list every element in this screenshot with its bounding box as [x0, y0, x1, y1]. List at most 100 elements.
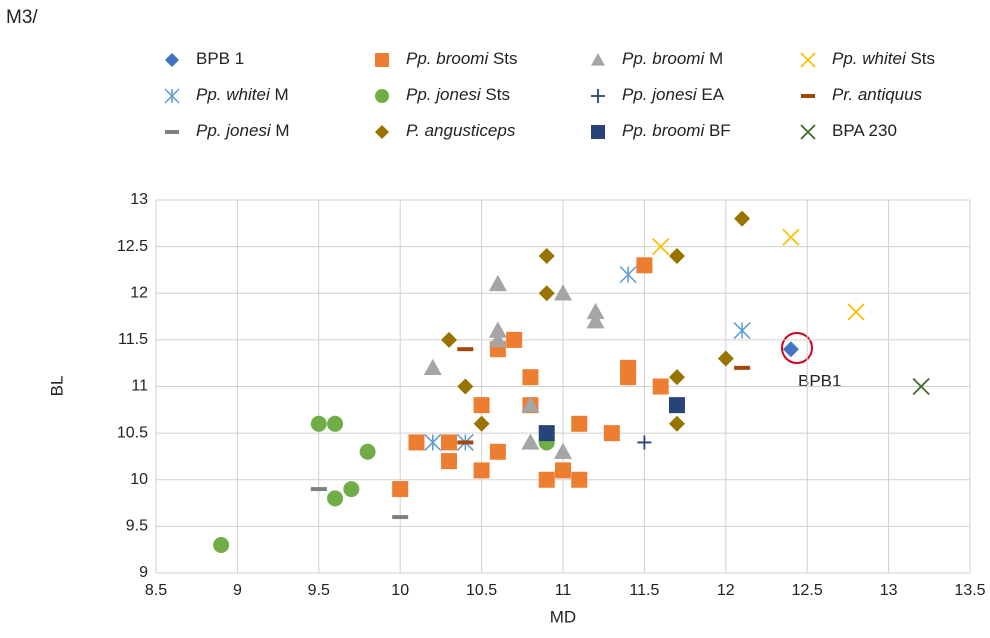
legend-label: Pr. antiquus — [832, 85, 923, 104]
legend-marker — [591, 53, 605, 66]
point — [847, 303, 865, 321]
point — [457, 347, 474, 352]
x-tick-label: 11.5 — [629, 582, 659, 599]
y-tick-label: 9 — [139, 564, 148, 581]
point — [717, 350, 734, 367]
legend-label: Pp. jonesi Sts — [406, 85, 510, 104]
point — [538, 425, 555, 442]
legend-marker — [375, 89, 389, 103]
x-tick-label: 13.5 — [954, 582, 985, 599]
legend-marker — [165, 130, 179, 134]
annotation: BPB1 — [798, 371, 841, 390]
point — [506, 331, 523, 348]
point — [441, 434, 458, 451]
y-tick-label: 10.5 — [117, 424, 148, 441]
point — [734, 210, 751, 227]
legend-marker — [375, 53, 389, 67]
point — [343, 481, 360, 498]
point — [603, 425, 620, 442]
point — [423, 358, 442, 376]
legend-marker — [800, 124, 816, 140]
point — [521, 396, 540, 413]
legend-marker — [591, 89, 605, 103]
legend-marker — [375, 125, 389, 139]
x-tick-label: 12 — [717, 582, 735, 599]
legend-label: BPA 230 — [832, 121, 897, 140]
point — [359, 443, 376, 460]
point — [213, 537, 230, 554]
point — [392, 481, 409, 498]
point — [310, 487, 327, 492]
point — [733, 322, 751, 340]
point — [668, 415, 685, 432]
y-tick-label: 12 — [130, 284, 148, 301]
point — [636, 257, 653, 274]
x-tick-label: 9.5 — [308, 582, 330, 599]
point — [441, 453, 458, 470]
point — [554, 284, 572, 301]
point — [555, 462, 571, 479]
point — [652, 378, 669, 395]
point — [668, 397, 685, 414]
legend-label: P. angusticeps — [406, 121, 516, 140]
y-tick-label: 11 — [131, 378, 148, 395]
point — [571, 471, 588, 488]
y-tick-label: 10 — [130, 471, 148, 488]
point — [782, 341, 799, 358]
legend-marker — [165, 53, 179, 67]
point — [473, 462, 490, 479]
legend-marker — [801, 94, 815, 98]
x-axis-label: MD — [550, 607, 576, 626]
legend-label: Pp. jonesi EA — [622, 85, 725, 104]
point — [538, 247, 555, 264]
point — [457, 440, 474, 445]
x-tick-label: 10 — [391, 582, 409, 599]
point — [457, 378, 474, 395]
point — [522, 369, 539, 386]
y-axis-label: BL — [47, 376, 66, 397]
legend-marker — [591, 125, 605, 139]
point — [327, 415, 344, 432]
point — [637, 435, 652, 450]
point — [327, 490, 344, 507]
point — [424, 433, 442, 451]
point — [586, 312, 605, 329]
point — [310, 415, 327, 432]
point — [538, 285, 555, 302]
legend-label: Pp. whitei Sts — [832, 49, 935, 68]
point — [734, 365, 751, 370]
point — [488, 330, 507, 348]
legend-label: Pp. jonesi M — [196, 121, 290, 140]
legend-label: Pp. broomi Sts — [406, 49, 518, 68]
legend-label: Pp. whitei M — [196, 85, 289, 104]
point — [668, 247, 685, 264]
legend-label: Pp. broomi BF — [622, 121, 731, 140]
point — [668, 369, 685, 386]
legend-marker — [800, 52, 816, 68]
point — [571, 415, 588, 432]
point — [521, 433, 540, 450]
y-tick-label: 11.5 — [118, 331, 148, 348]
point — [652, 237, 670, 256]
point — [538, 471, 555, 488]
highlight-ring — [781, 332, 813, 364]
x-tick-label: 8.5 — [145, 582, 167, 599]
x-tick-label: 12.5 — [792, 582, 823, 599]
point — [619, 266, 637, 284]
chart-title: M3/ — [6, 7, 38, 28]
legend-label: Pp. broomi M — [622, 49, 723, 68]
x-tick-label: 11 — [555, 582, 572, 599]
x-tick-label: 13 — [880, 582, 898, 599]
point — [912, 377, 930, 396]
point — [473, 415, 490, 432]
legend-label: BPB 1 — [196, 49, 244, 68]
point — [554, 442, 572, 459]
point — [441, 331, 458, 348]
point — [408, 434, 425, 451]
y-tick-label: 9.5 — [126, 518, 148, 535]
point — [489, 443, 506, 460]
point — [488, 321, 507, 338]
point — [488, 274, 507, 292]
point — [392, 515, 409, 520]
